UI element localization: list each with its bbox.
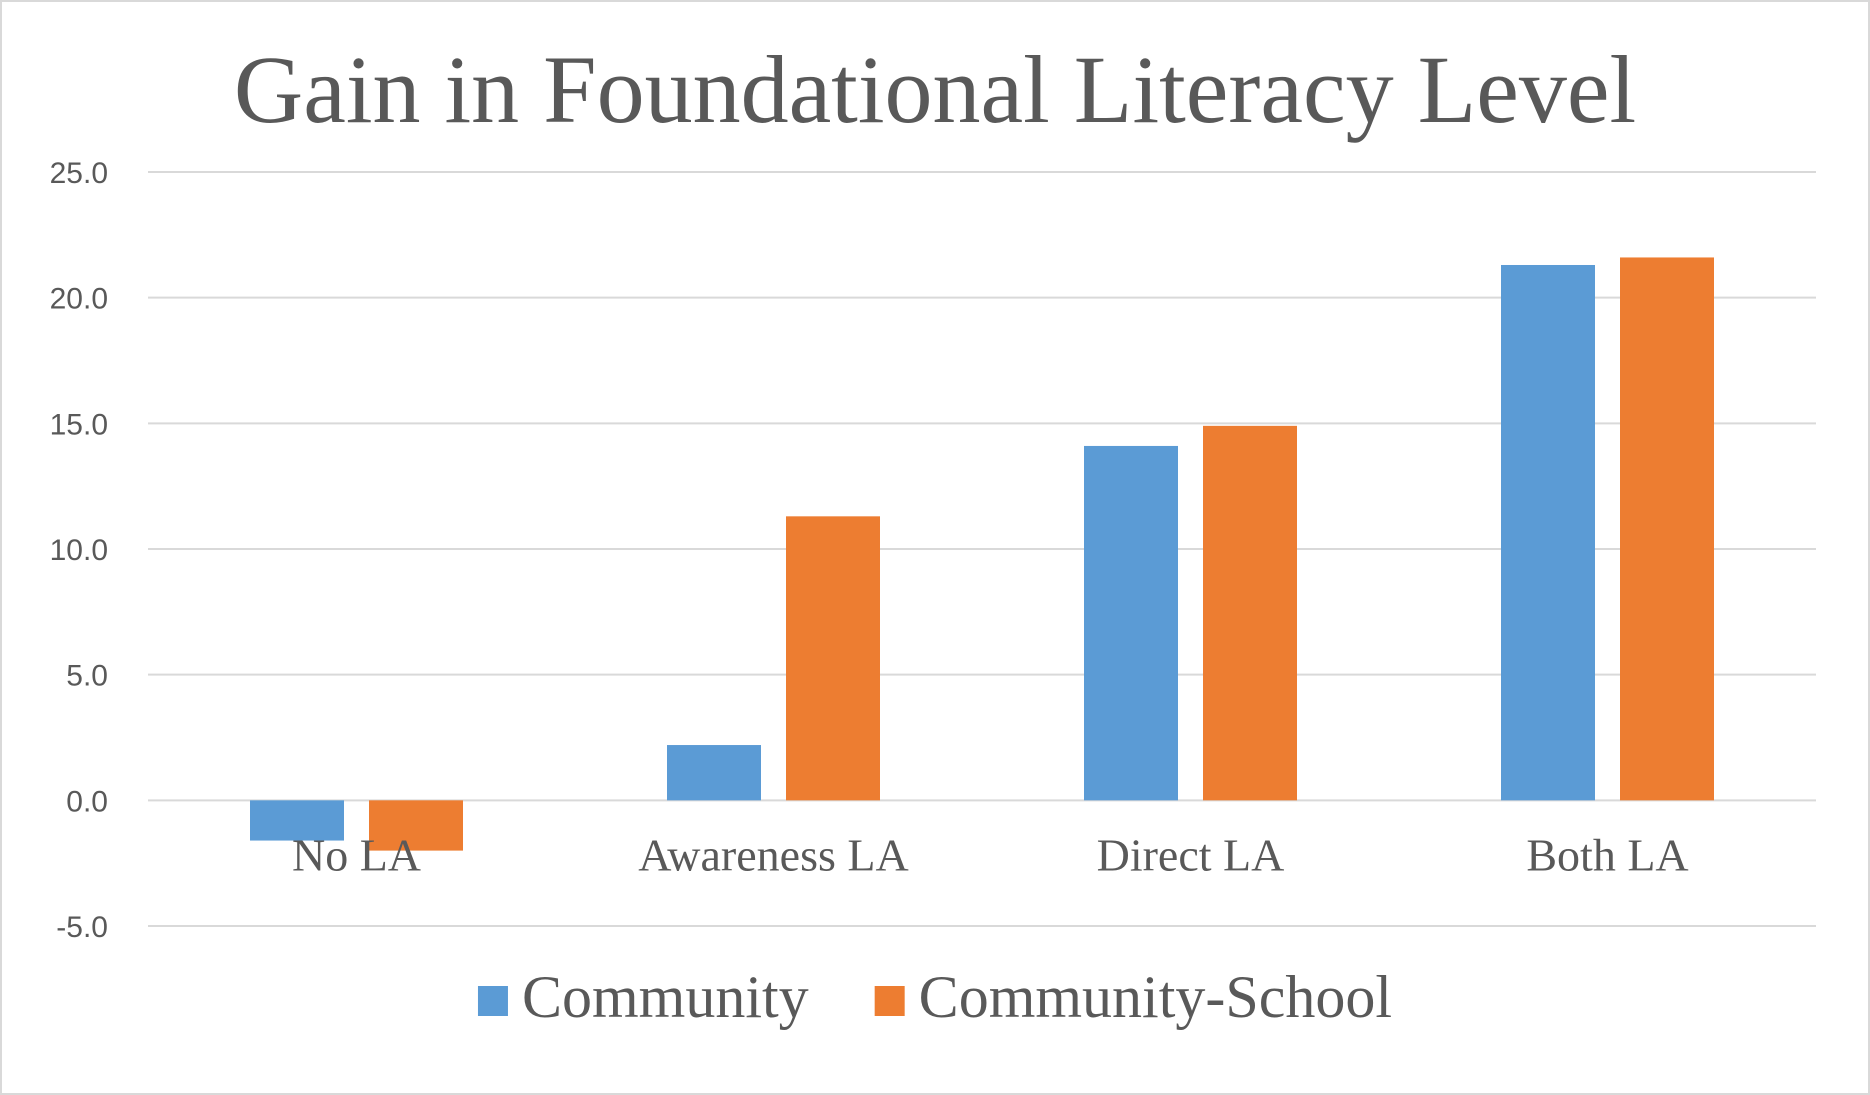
bar	[1084, 445, 1178, 801]
legend-label: Community-School	[919, 964, 1392, 1030]
y-tick-label: 0.0	[66, 785, 108, 818]
y-axis-tick-labels: 25.0 20.0 15.0 10.0 5.0 0.0 -5.0	[50, 157, 108, 944]
y-tick-label: 15.0	[50, 408, 108, 441]
legend-swatch	[874, 986, 905, 1016]
chart-title: Gain in Foundational Literacy Level	[234, 36, 1636, 143]
bars	[250, 257, 1714, 851]
y-tick-label: 10.0	[50, 534, 108, 567]
x-category-label: Awareness LA	[638, 829, 908, 880]
bar	[250, 800, 344, 841]
y-tick-label: 5.0	[66, 660, 108, 693]
x-category-label: Direct LA	[1097, 829, 1285, 880]
y-tick-label: 20.0	[50, 283, 108, 316]
legend-label: Community	[522, 964, 809, 1030]
x-category-label: No LA	[292, 829, 421, 880]
x-category-label: Both LA	[1526, 829, 1688, 880]
bar	[667, 745, 761, 801]
y-tick-label: -5.0	[56, 911, 108, 944]
bar	[1203, 425, 1297, 801]
x-axis-category-labels: No LA Awareness LA Direct LA Both LA	[292, 829, 1689, 880]
bar	[1501, 264, 1595, 801]
bar	[369, 800, 463, 851]
bar	[786, 516, 880, 801]
legend: Community Community-School	[477, 964, 1392, 1030]
bar	[1620, 257, 1714, 801]
legend-swatch	[477, 986, 508, 1016]
y-tick-label: 25.0	[50, 157, 108, 190]
